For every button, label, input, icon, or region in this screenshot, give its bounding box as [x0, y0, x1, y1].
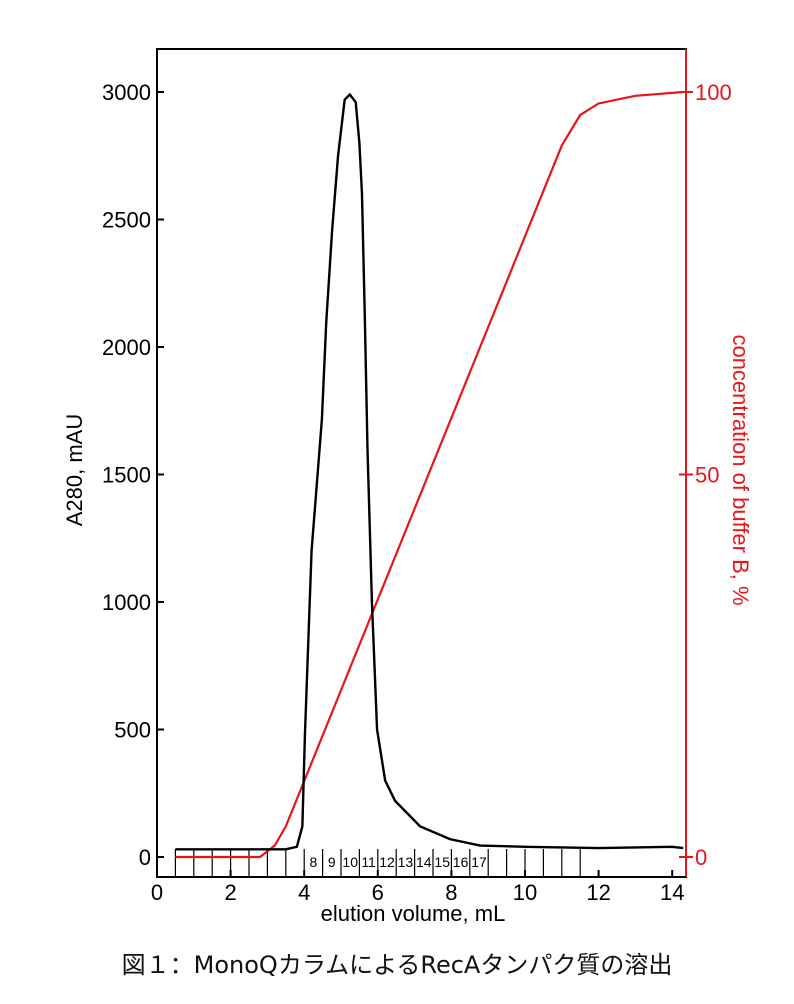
fraction-label: 14	[416, 854, 432, 870]
y-tick-label: 2500	[102, 208, 151, 233]
fraction-label: 8	[310, 854, 318, 870]
y2-tick-label: 100	[695, 80, 732, 105]
fraction-label: 17	[471, 854, 487, 870]
fraction-label: 9	[328, 854, 336, 870]
x-tick-label: 8	[445, 880, 457, 905]
x-tick-label: 14	[660, 880, 684, 905]
y-axis-label: A280, mAU	[62, 414, 87, 527]
x-tick-label: 10	[513, 880, 537, 905]
y-tick-label: 1500	[102, 463, 151, 488]
y2-tick-label: 0	[695, 845, 707, 870]
x-tick-label: 0	[151, 880, 163, 905]
figure-caption: 図１：MonoQカラムによるRecAタンパク質の溶出	[121, 951, 673, 979]
fraction-label: 12	[379, 854, 395, 870]
fraction-label: 15	[434, 854, 450, 870]
y2-tick-label: 50	[695, 463, 719, 488]
y-tick-label: 3000	[102, 80, 151, 105]
y2-axis-label: concentration of buffer B, %	[728, 334, 753, 605]
a280-line	[175, 92, 684, 851]
x-tick-label: 12	[586, 880, 610, 905]
x-tick-label: 4	[298, 880, 310, 905]
plot-frame	[156, 48, 687, 878]
fraction-label: 10	[342, 854, 358, 870]
y-tick-label: 1000	[102, 590, 151, 615]
x-axis-label: elution volume, mL	[321, 901, 506, 926]
y-tick-label: 0	[139, 845, 151, 870]
fraction-label: 11	[361, 854, 376, 870]
y-tick-label: 2000	[102, 335, 151, 360]
x-tick-label: 2	[224, 880, 236, 905]
fraction-label: 16	[453, 854, 469, 870]
y-tick-label: 500	[114, 718, 151, 743]
x-tick-label: 6	[372, 880, 384, 905]
buffer-b-line	[175, 90, 684, 859]
fraction-label: 13	[398, 854, 414, 870]
